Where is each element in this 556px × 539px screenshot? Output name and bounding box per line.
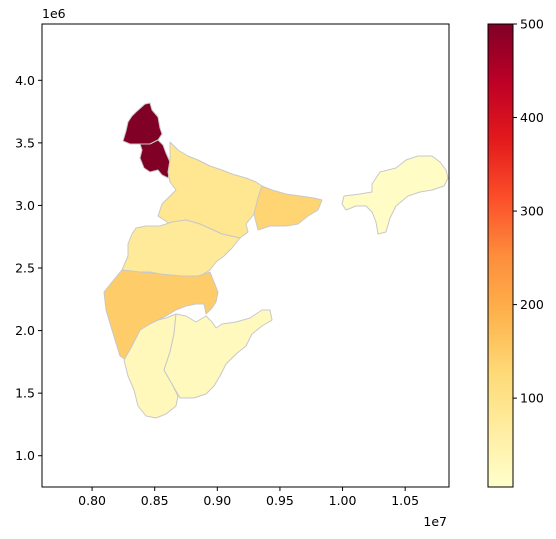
- colorbar-tick-label: 500: [520, 17, 544, 32]
- x-tick-label: 1.00: [329, 493, 357, 508]
- region-south-east: [163, 309, 273, 399]
- x-tick-label: 1.05: [391, 493, 419, 508]
- x-axis-ticks: 0.80 0.85 0.90 0.95 1.00 1.05: [78, 487, 419, 508]
- colorbar-tick-label: 400: [520, 110, 544, 125]
- x-tick-label: 0.95: [266, 493, 294, 508]
- map-regions: [103, 102, 449, 419]
- region-central: [121, 219, 241, 279]
- colorbar-tick-label: 200: [520, 297, 544, 312]
- y-tick-label: 3.5: [15, 135, 35, 150]
- y-tick-label: 2.5: [15, 261, 35, 276]
- region-north-east: [341, 155, 449, 235]
- region-north-west-2: [139, 139, 171, 179]
- x-tick-label: 0.80: [78, 493, 106, 508]
- plot-area: [41, 23, 450, 488]
- region-north-plain: [157, 141, 263, 239]
- x-offset-label: 1e7: [423, 514, 447, 529]
- y-tick-label: 1.0: [15, 448, 35, 463]
- y-axis-ticks: 1.0 1.5 2.0 2.5 3.0 3.5 4.0: [15, 73, 42, 463]
- colorbar-tick-label: 300: [520, 204, 544, 219]
- colorbar: [487, 23, 514, 488]
- y-tick-label: 4.0: [15, 73, 35, 88]
- y-offset-label: 1e6: [42, 6, 66, 21]
- colorbar-tick-label: 100: [520, 391, 544, 406]
- colorbar-ticks: 100 200 300 400 500: [513, 17, 544, 406]
- region-east-central: [253, 185, 323, 231]
- x-tick-label: 0.90: [203, 493, 231, 508]
- y-tick-label: 1.5: [15, 386, 35, 401]
- region-west: [103, 269, 219, 361]
- y-tick-label: 3.0: [15, 198, 35, 213]
- y-tick-label: 2.0: [15, 323, 35, 338]
- x-tick-label: 0.85: [141, 493, 169, 508]
